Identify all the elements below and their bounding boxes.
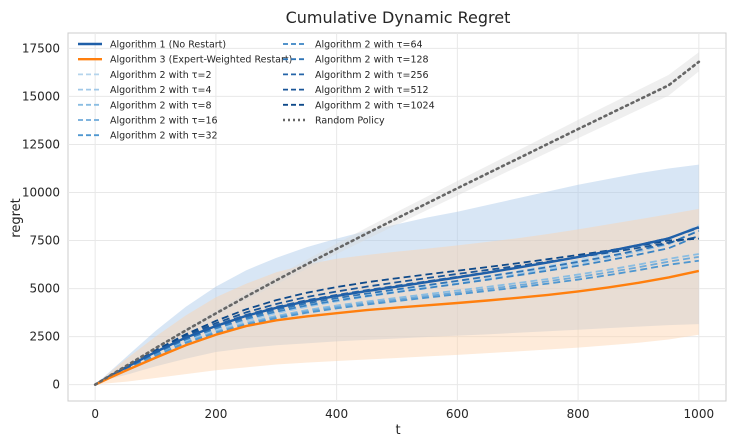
y-tick-label: 15000 xyxy=(22,89,60,103)
x-tick-label: 800 xyxy=(567,407,590,421)
y-tick-label: 17500 xyxy=(22,41,60,55)
legend-label: Algorithm 3 (Expert-Weighted Restart) xyxy=(110,55,292,66)
legend-label: Algorithm 2 with τ=2 xyxy=(110,70,212,81)
y-tick-label: 5000 xyxy=(29,282,60,296)
legend-label: Algorithm 2 with τ=64 xyxy=(315,40,423,51)
y-tick-label: 0 xyxy=(52,378,60,392)
y-axis-label: regret xyxy=(9,198,24,237)
x-tick-label: 1000 xyxy=(684,407,715,421)
legend-label: Algorithm 2 with τ=128 xyxy=(315,55,429,66)
chart-title: Cumulative Dynamic Regret xyxy=(286,8,511,27)
legend-label: Algorithm 2 with τ=32 xyxy=(110,131,218,142)
legend-label: Algorithm 2 with τ=256 xyxy=(315,70,429,81)
legend-label: Algorithm 2 with τ=512 xyxy=(315,85,429,96)
x-tick-label: 200 xyxy=(204,407,227,421)
x-tick-label: 600 xyxy=(446,407,469,421)
y-tick-label: 2500 xyxy=(29,330,60,344)
y-tick-label: 10000 xyxy=(22,185,60,199)
legend-label: Algorithm 1 (No Restart) xyxy=(110,40,226,51)
legend-label: Algorithm 2 with τ=16 xyxy=(110,116,218,127)
legend-label: Random Policy xyxy=(315,116,385,127)
legend-label: Algorithm 2 with τ=1024 xyxy=(315,100,435,111)
x-tick-label: 400 xyxy=(325,407,348,421)
legend-label: Algorithm 2 with τ=4 xyxy=(110,85,212,96)
x-tick-label: 0 xyxy=(91,407,99,421)
legend-label: Algorithm 2 with τ=8 xyxy=(110,100,212,111)
x-axis-label: t xyxy=(395,423,400,438)
y-tick-label: 7500 xyxy=(29,234,60,248)
y-tick-label: 12500 xyxy=(22,137,60,151)
